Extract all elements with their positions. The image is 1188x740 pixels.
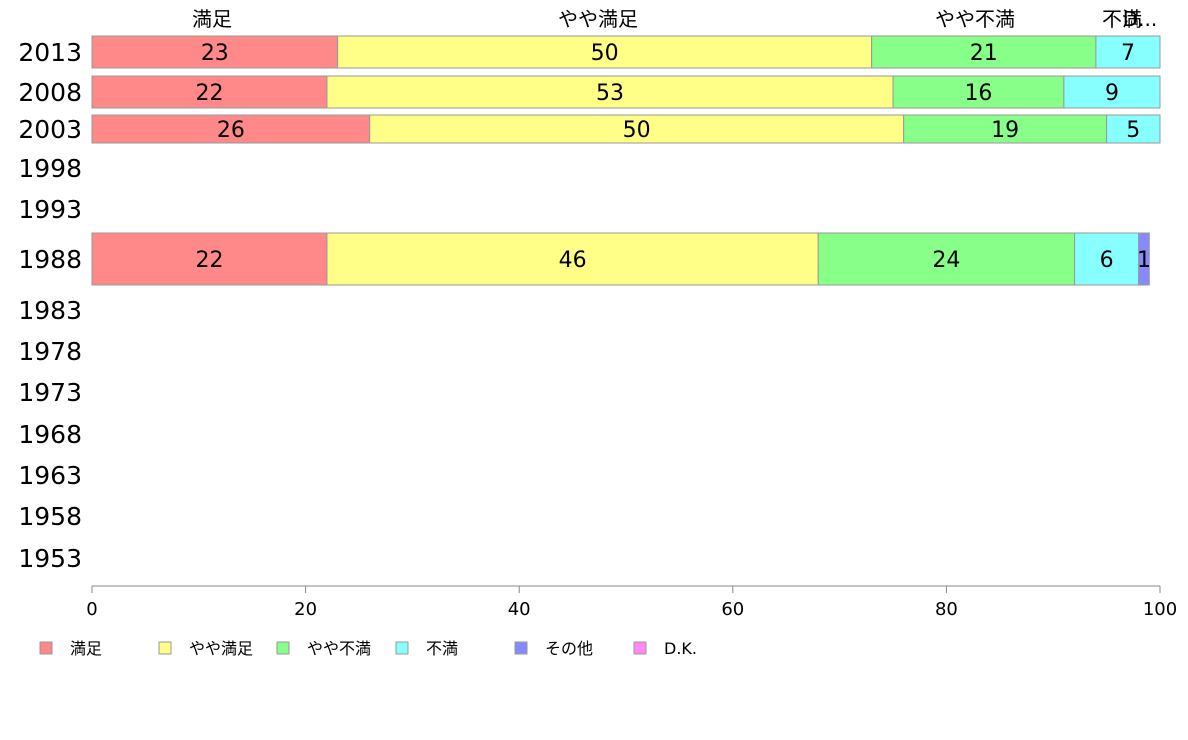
y-axis-labels: 2013 2008 2003 1998 1993 1988 1983 1978 1973 1968… (18, 38, 82, 573)
legend: 満足 やや満足 やや不満 不満 その他 D.K. (39, 639, 697, 658)
x-tick-label: 80 (935, 599, 958, 620)
x-axis: 0 20 40 60 80 100 (86, 585, 1177, 620)
bar-segment (1106, 114, 1161, 144)
y-tick-label: 1953 (18, 544, 82, 573)
x-tick-label: 100 (1143, 599, 1177, 620)
bar-segment (326, 232, 819, 286)
bar-segment (91, 35, 339, 69)
data-label: 19 (991, 118, 1019, 143)
y-tick-label: 1958 (18, 502, 82, 531)
bar-segment (326, 75, 894, 109)
data-label: 50 (623, 118, 651, 143)
data-label: 46 (559, 248, 587, 273)
y-tick-label: 1963 (18, 461, 82, 490)
data-label: 9 (1105, 81, 1119, 106)
bar-segment (91, 114, 371, 144)
y-tick-label: 1978 (18, 337, 82, 366)
top-category-label: D... (1123, 7, 1157, 31)
bar-segment (1095, 35, 1161, 69)
data-label: 5 (1126, 118, 1140, 143)
top-category-label: 満足 (192, 7, 232, 31)
bar-segment (1063, 75, 1161, 109)
y-tick-label: 2003 (18, 115, 82, 144)
y-tick-label: 1973 (18, 378, 82, 407)
data-label: 6 (1100, 248, 1114, 273)
bar-segment (1138, 232, 1150, 286)
bars: 23 50 21 7 22 53 16 9 26 50 19 5 22 46 24 6 1 (91, 35, 1161, 286)
x-tick-label: 40 (508, 599, 531, 620)
bar-segment (91, 232, 328, 286)
legend-swatch (395, 641, 409, 655)
legend-label: 不満 (426, 639, 458, 658)
bar-segment (91, 75, 328, 109)
data-label: 26 (217, 118, 245, 143)
data-label: 7 (1121, 41, 1135, 66)
top-category-label: やや不満 (935, 7, 1015, 31)
legend-label: やや不満 (307, 639, 371, 658)
data-label: 21 (970, 41, 998, 66)
y-tick-label: 2013 (18, 38, 82, 67)
bar-segment (817, 232, 1076, 286)
data-label: 22 (195, 81, 223, 106)
data-label: 16 (964, 81, 992, 106)
data-label: 53 (596, 81, 624, 106)
top-category-labels: 満足 やや満足 やや不満 不満D... (192, 7, 1157, 31)
legend-label: その他 (545, 639, 593, 658)
top-category-label: やや満足 (558, 7, 638, 31)
y-tick-label: 1988 (18, 245, 82, 274)
x-tick-label: 60 (721, 599, 744, 620)
data-label: 22 (195, 248, 223, 273)
legend-label: 満足 (70, 639, 102, 658)
y-tick-label: 1983 (18, 296, 82, 325)
legend-label: D.K. (664, 639, 697, 658)
legend-swatch (158, 641, 172, 655)
bar-segment (871, 35, 1097, 69)
legend-swatch (514, 641, 528, 655)
legend-swatch (39, 641, 53, 655)
bar-segment (1074, 232, 1140, 286)
legend-swatch (633, 641, 647, 655)
y-tick-label: 1993 (18, 195, 82, 224)
bar-segment (903, 114, 1108, 144)
legend-label: やや満足 (189, 639, 253, 658)
y-tick-label: 1998 (18, 154, 82, 183)
bar-segment (337, 35, 873, 69)
data-label: 24 (932, 248, 960, 273)
x-tick-label: 0 (86, 599, 97, 620)
legend-swatch (276, 641, 290, 655)
y-tick-label: 2008 (18, 78, 82, 107)
bar-segment (369, 114, 905, 144)
data-label: 50 (591, 41, 619, 66)
data-label: 1 (1137, 248, 1151, 273)
top-category-label: 不満 (1102, 7, 1142, 31)
y-tick-label: 1968 (18, 420, 82, 449)
x-tick-label: 20 (294, 599, 317, 620)
data-label: 23 (201, 41, 229, 66)
